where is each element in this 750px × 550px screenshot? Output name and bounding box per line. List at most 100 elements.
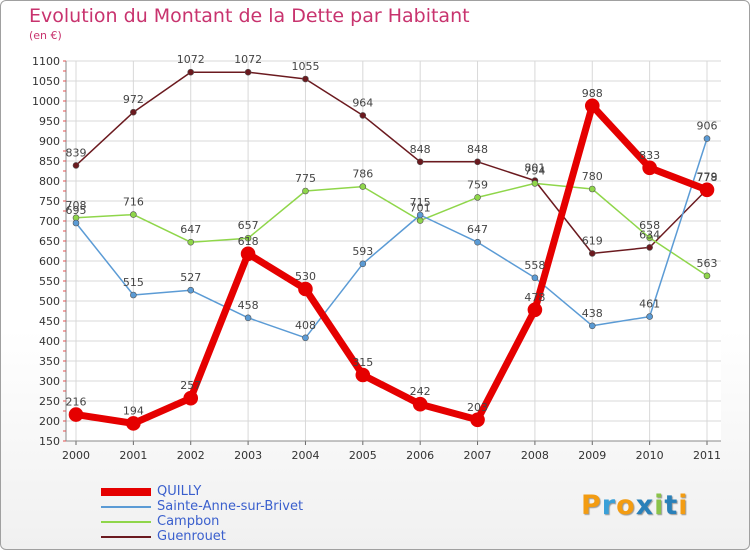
x-tick-label: 2000 <box>62 449 90 462</box>
x-tick-label: 2003 <box>234 449 262 462</box>
data-label-guenrouet: 1072 <box>234 53 262 66</box>
y-tick-label: 850 <box>39 155 60 168</box>
y-tick-label: 750 <box>39 195 60 208</box>
data-point-sainte-anne-sur-brivet <box>531 274 539 282</box>
data-label-guenrouet: 972 <box>123 93 144 106</box>
data-label-quilly: 315 <box>352 356 373 369</box>
y-tick-label: 550 <box>39 275 60 288</box>
y-tick-label: 600 <box>39 255 60 268</box>
data-point-guenrouet <box>130 108 137 116</box>
data-label-campbon: 716 <box>123 196 144 209</box>
legend-swatch <box>101 521 151 523</box>
y-tick-label: 800 <box>39 175 60 188</box>
data-point-sainte-anne-sur-brivet <box>72 219 80 227</box>
data-label-campbon: 657 <box>238 219 259 232</box>
data-label-guenrouet: 1055 <box>291 60 319 73</box>
data-point-guenrouet <box>187 68 195 76</box>
data-label-campbon: 759 <box>467 178 488 191</box>
data-point-quilly <box>642 160 657 176</box>
data-point-campbon <box>416 217 424 224</box>
y-tick-label: 650 <box>39 235 60 248</box>
data-label-guenrouet: 1072 <box>177 53 205 66</box>
data-label-guenrouet: 848 <box>467 143 488 156</box>
legend-label: QUILLY <box>157 484 202 499</box>
x-tick-label: 2002 <box>177 449 205 462</box>
data-label-sainte-anne-sur-brivet: 515 <box>123 276 144 289</box>
data-point-guenrouet <box>646 244 653 251</box>
y-tick-label: 700 <box>39 215 60 228</box>
legend-swatch <box>101 488 151 496</box>
data-point-quilly <box>412 396 428 412</box>
data-point-guenrouet <box>359 112 367 119</box>
y-tick-label: 200 <box>39 415 60 428</box>
legend-swatch <box>101 536 151 538</box>
data-label-campbon: 708 <box>66 199 87 212</box>
logo-letter: P <box>581 490 602 521</box>
x-tick-label: 2011 <box>693 449 721 462</box>
data-label-quilly: 203 <box>467 401 488 414</box>
data-label-sainte-anne-sur-brivet: 438 <box>582 307 603 320</box>
logo-letter: i <box>678 490 689 521</box>
data-label-guenrouet: 839 <box>66 146 87 159</box>
data-point-sainte-anne-sur-brivet <box>187 286 195 294</box>
data-point-quilly <box>183 390 199 406</box>
data-label-guenrouet: 964 <box>352 96 373 109</box>
data-point-quilly <box>298 281 313 297</box>
data-label-campbon: 658 <box>639 219 660 232</box>
data-label-sainte-anne-sur-brivet: 695 <box>66 204 87 217</box>
x-tick-label: 2001 <box>119 449 147 462</box>
data-point-campbon <box>130 211 137 218</box>
logo-letter: r <box>601 490 617 521</box>
data-label-guenrouet: 801 <box>524 162 545 175</box>
logo-letter: x <box>635 490 655 521</box>
data-label-campbon: 775 <box>295 172 316 185</box>
data-point-guenrouet <box>302 75 309 83</box>
data-point-quilly <box>584 98 600 114</box>
data-label-guenrouet: 848 <box>410 143 431 156</box>
data-label-guenrouet: 619 <box>582 234 603 247</box>
x-tick-label: 2010 <box>636 449 664 462</box>
data-label-sainte-anne-sur-brivet: 527 <box>180 271 201 284</box>
y-tick-label: 350 <box>39 355 60 368</box>
y-tick-label: 450 <box>39 315 60 328</box>
y-tick-label: 150 <box>39 435 60 448</box>
proxiti-logo: Proxiti <box>581 490 689 521</box>
data-point-campbon <box>359 183 367 190</box>
series-line-quilly <box>72 102 711 427</box>
data-label-sainte-anne-sur-brivet: 647 <box>467 223 488 236</box>
data-point-sainte-anne-sur-brivet <box>703 135 711 142</box>
data-label-campbon: 794 <box>524 164 545 177</box>
logo-letter: t <box>664 490 679 521</box>
data-label-quilly: 988 <box>582 87 603 100</box>
y-tick-label: 500 <box>39 295 60 308</box>
data-label-sainte-anne-sur-brivet: 558 <box>524 259 545 272</box>
data-point-campbon <box>646 234 653 242</box>
y-tick-label: 400 <box>39 335 60 348</box>
data-point-campbon <box>302 187 309 195</box>
x-tick-label: 2008 <box>521 449 549 462</box>
series-line-sainte-anne-sur-brivet <box>75 137 708 339</box>
data-point-quilly <box>699 182 715 198</box>
data-label-quilly: 530 <box>295 270 316 283</box>
chart-subtitle: (en €) <box>29 29 62 42</box>
data-point-sainte-anne-sur-brivet <box>302 334 309 342</box>
data-point-campbon <box>588 185 596 193</box>
y-tick-label: 1100 <box>32 55 60 68</box>
data-label-quilly: 833 <box>639 149 660 162</box>
data-point-guenrouet <box>474 158 481 166</box>
x-tick-label: 2006 <box>406 449 434 462</box>
data-label-campbon: 701 <box>410 202 431 215</box>
data-label-sainte-anne-sur-brivet: 593 <box>352 245 373 258</box>
data-point-sainte-anne-sur-brivet <box>474 238 481 246</box>
data-point-sainte-anne-sur-brivet <box>646 313 653 320</box>
x-tick-label: 2007 <box>464 449 492 462</box>
data-point-sainte-anne-sur-brivet <box>244 314 252 322</box>
data-point-quilly <box>355 367 371 383</box>
x-tick-label: 2004 <box>291 449 319 462</box>
data-point-campbon <box>244 234 252 242</box>
data-point-quilly <box>240 246 256 262</box>
data-label-quilly: 618 <box>238 235 259 248</box>
logo-letter: o <box>616 490 636 521</box>
legend-label: Sainte-Anne-sur-Brivet <box>157 499 304 514</box>
